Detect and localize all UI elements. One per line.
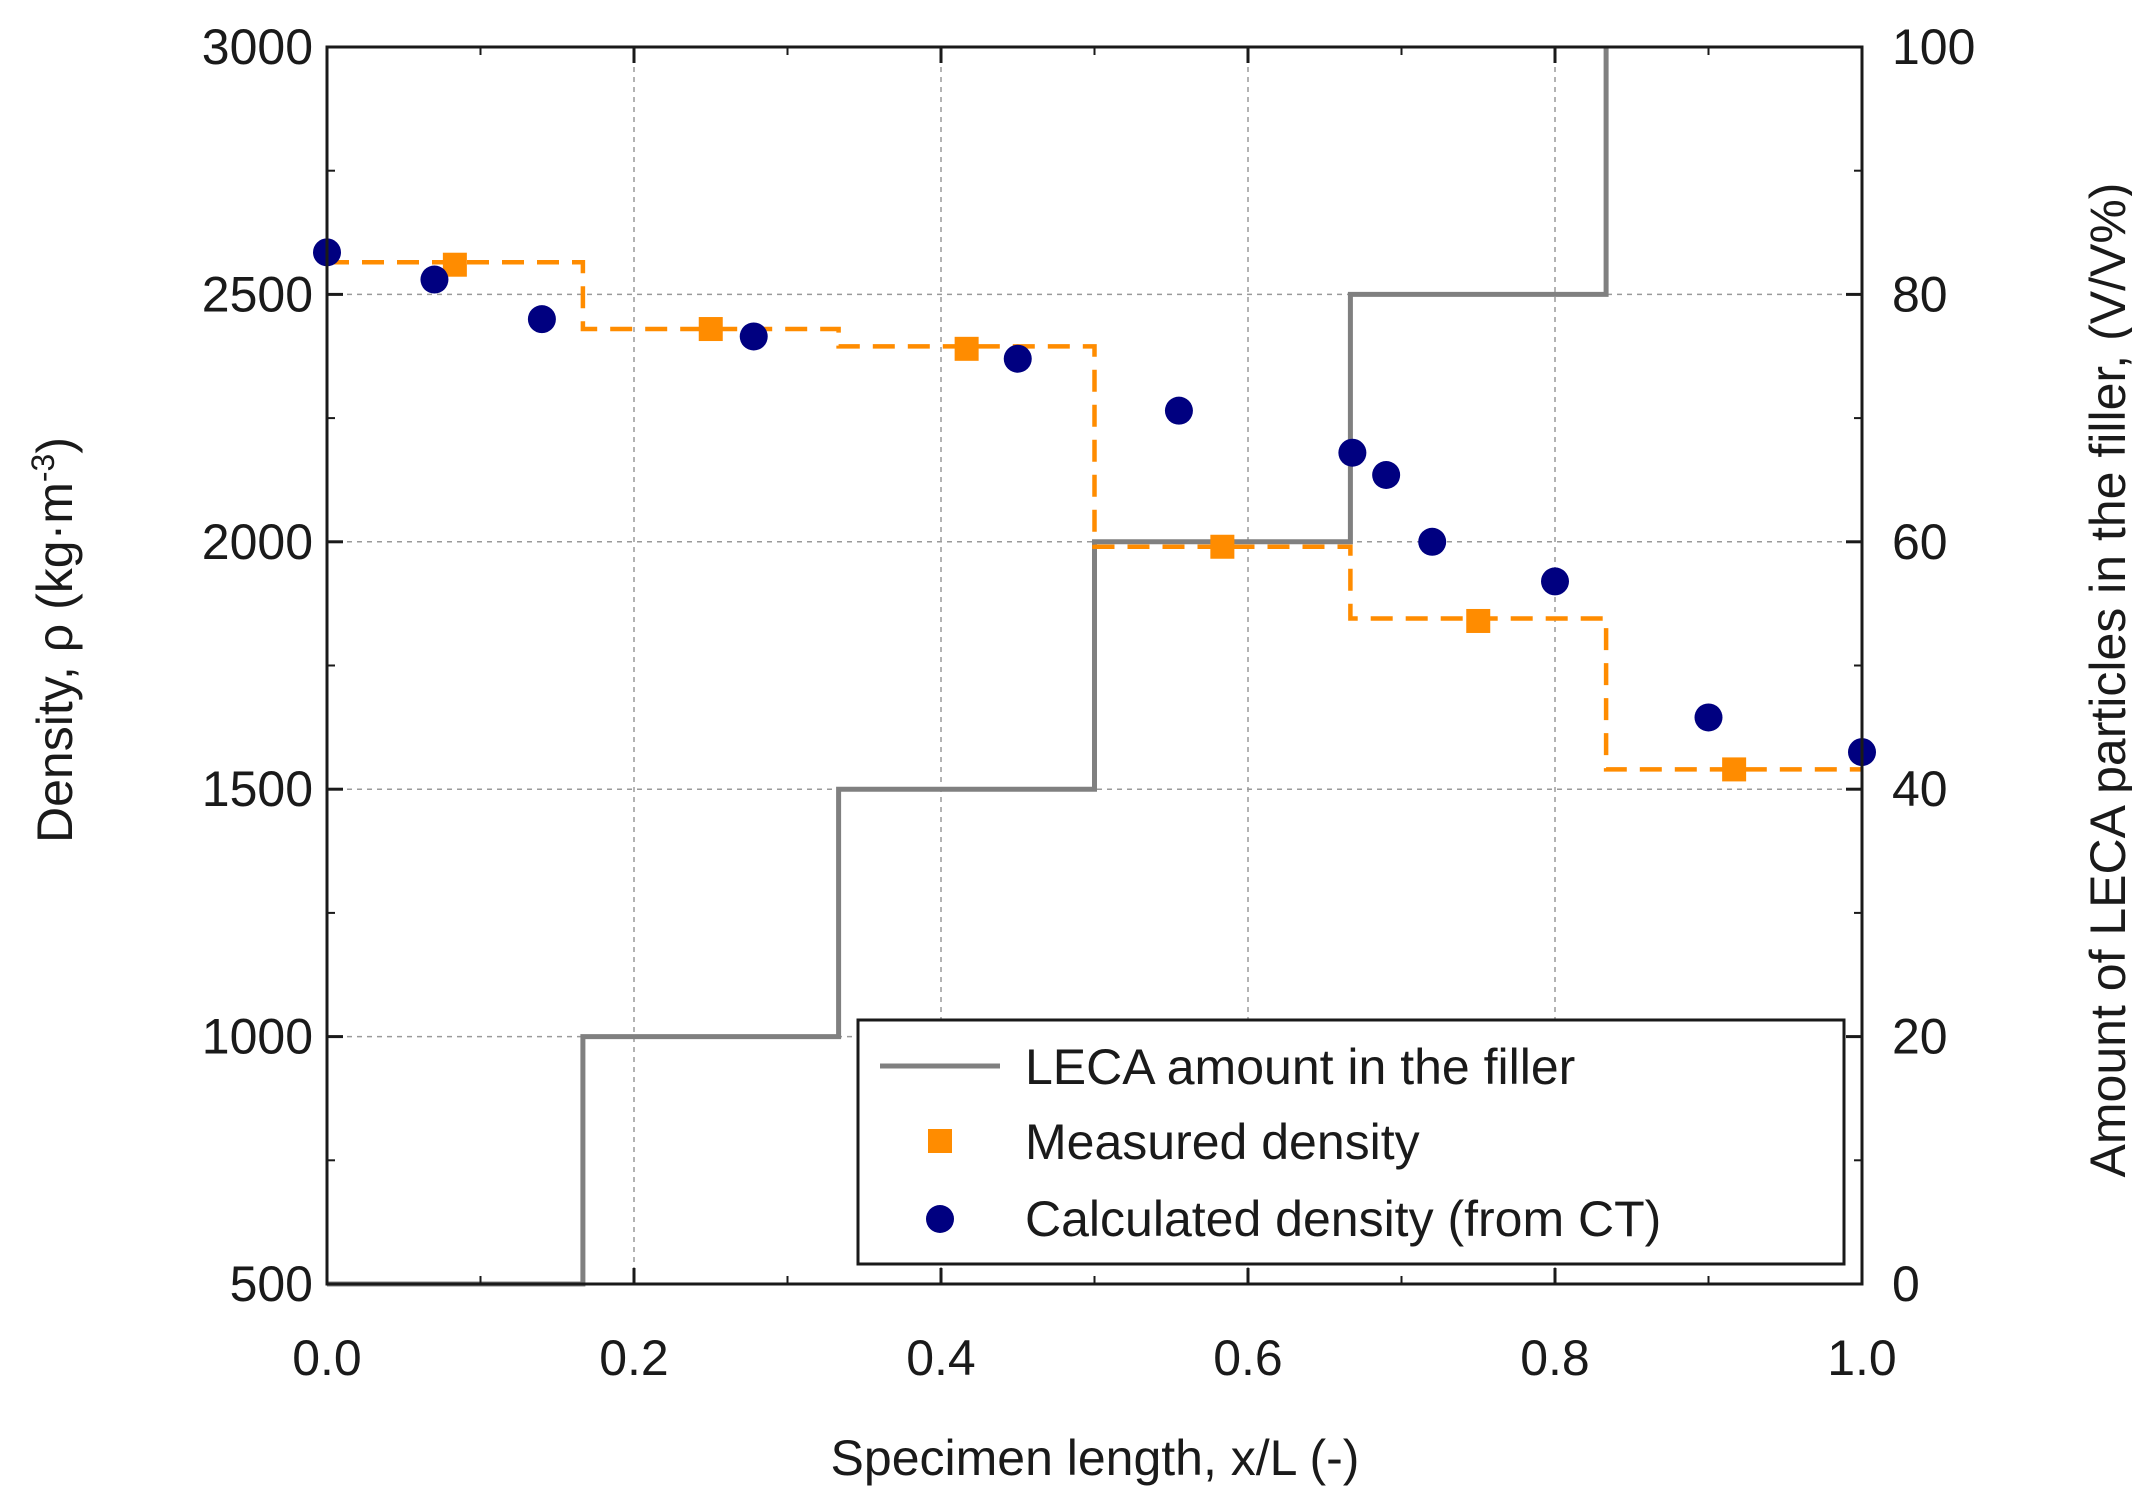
calculated-density-point bbox=[1541, 567, 1569, 596]
legend-circle-calculated bbox=[926, 1205, 954, 1233]
y-tick-label: 3000 bbox=[202, 19, 313, 75]
y2-tick-label: 0 bbox=[1892, 1256, 1920, 1312]
y2-tick-label: 60 bbox=[1892, 514, 1948, 570]
legend: LECA amount in the filler Measured densi… bbox=[856, 1018, 1846, 1266]
leca-amount-step-line bbox=[327, 47, 1609, 1287]
legend-box bbox=[856, 1018, 1846, 1266]
y2-tick-label: 80 bbox=[1892, 266, 1948, 322]
measured-density-point bbox=[442, 252, 467, 277]
measured-density-point bbox=[1466, 608, 1491, 633]
y-tick-label: 1500 bbox=[202, 761, 313, 817]
x-tick-label: 0.8 bbox=[1520, 1330, 1590, 1386]
x-tick-label: 0.2 bbox=[599, 1330, 669, 1386]
y-axis-title-close: ) bbox=[27, 437, 83, 454]
y2-tick-label: 100 bbox=[1892, 19, 1975, 75]
y-tick-label: 2000 bbox=[202, 514, 313, 570]
measured-density-dashed-line bbox=[327, 259, 1862, 772]
y2-axis-title: Amount of LECA particles in the filler, … bbox=[2080, 183, 2132, 1178]
calculated-density-point bbox=[1338, 438, 1367, 467]
x-axis-title: Specimen length, x/L (-) bbox=[831, 1430, 1360, 1486]
calculated-density-point bbox=[1003, 344, 1032, 373]
legend-label-measured: Measured density bbox=[1025, 1114, 1420, 1170]
y2-tick-label: 40 bbox=[1892, 761, 1948, 817]
calculated-density-point bbox=[420, 265, 449, 294]
legend-label-calculated: Calculated density (from CT) bbox=[1025, 1191, 1661, 1247]
legend-label-leca: LECA amount in the filler bbox=[1025, 1039, 1575, 1095]
measured-density-point bbox=[698, 317, 723, 342]
y-axis-title-sup: -3 bbox=[25, 454, 61, 482]
calculated-density-point bbox=[1372, 461, 1401, 490]
y-tick-label: 2500 bbox=[202, 266, 313, 322]
calculated-density-point bbox=[739, 322, 768, 351]
plot-series bbox=[313, 47, 1876, 1287]
x-tick-label: 0.0 bbox=[292, 1330, 362, 1386]
calculated-density-point bbox=[1418, 527, 1447, 556]
axes: 0.0 0.2 0.4 0.6 0.8 1.05001000150020002500300… bbox=[202, 19, 1976, 1386]
y-tick-label: 500 bbox=[230, 1256, 313, 1312]
calculated-density-point bbox=[1694, 703, 1723, 732]
x-tick-label: 0.4 bbox=[906, 1330, 976, 1386]
y-axis-title-main: Density, ρ (kg·m bbox=[27, 482, 83, 843]
x-tick-label: 0.6 bbox=[1213, 1330, 1283, 1386]
calculated-density-point bbox=[527, 305, 556, 334]
x-tick-label: 1.0 bbox=[1827, 1330, 1897, 1386]
calculated-density-point bbox=[1164, 396, 1193, 425]
legend-square-measured bbox=[928, 1129, 952, 1153]
measured-density-point bbox=[954, 336, 979, 361]
measured-density-point bbox=[1722, 757, 1747, 782]
y-tick-label: 1000 bbox=[202, 1009, 313, 1065]
y2-tick-label: 20 bbox=[1892, 1009, 1948, 1065]
measured-density-point bbox=[1210, 534, 1235, 559]
y-axis-title: Density, ρ (kg·m-3) bbox=[25, 437, 83, 843]
